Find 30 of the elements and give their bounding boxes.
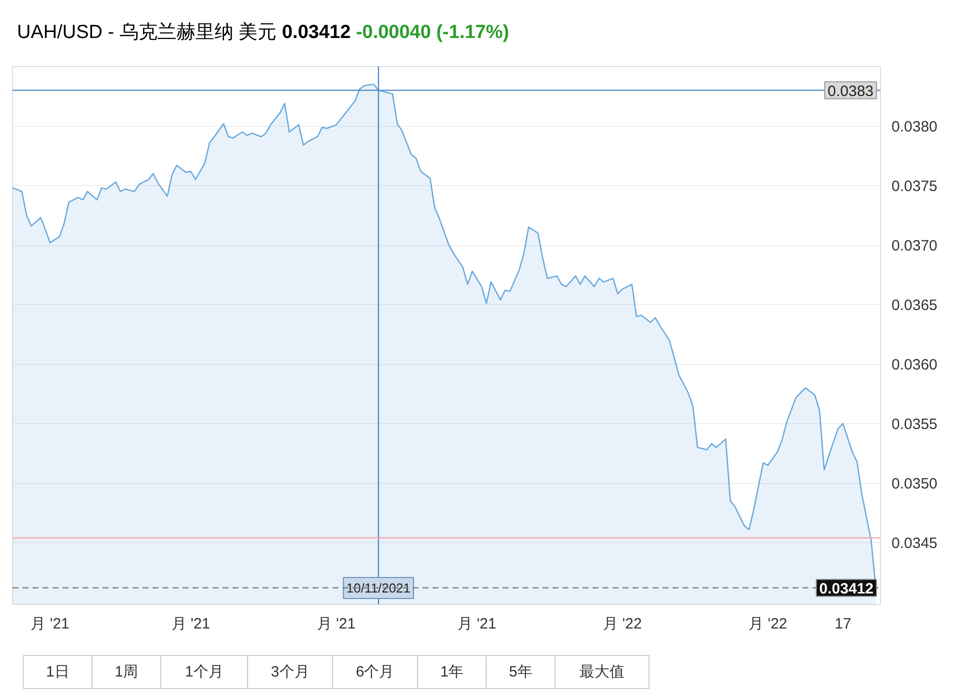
text: 5年 <box>508 664 532 680</box>
text: 6个月 <box>356 664 394 680</box>
text: -0.00040 <box>356 22 431 43</box>
text: 0.03412 <box>282 22 351 43</box>
y-tick-label: 0.0365 <box>892 297 938 314</box>
y-tick-label: 0.0380 <box>892 118 938 136</box>
y-tick-label: 0.0375 <box>892 178 938 196</box>
y-tick-label: 0.0360 <box>892 356 938 374</box>
text: 1年 <box>440 664 464 680</box>
x-tick-label: 月 '21 <box>30 616 70 632</box>
chart-title: UAH/USD - 乌克兰赫里纳 美元 <box>17 22 277 43</box>
ref-line-label: 0.03412 <box>819 580 874 598</box>
x-tick-label: 月 '21 <box>458 616 496 632</box>
text: (-1.17%) <box>436 22 510 43</box>
x-tick-label: 17 <box>834 616 852 632</box>
y-tick-label: 0.0355 <box>892 416 938 434</box>
text: 1周 <box>114 664 138 680</box>
ref-line-label: 10/11/2021 <box>346 580 411 596</box>
text: 3个月 <box>270 664 310 680</box>
y-tick-label: 0.0350 <box>892 476 938 493</box>
y-tick-label: 0.0370 <box>892 238 938 255</box>
x-tick-label: 月 '21 <box>171 616 210 632</box>
y-tick-label: 0.0345 <box>892 535 938 552</box>
ref-line-label: 0.0383 <box>828 82 874 100</box>
x-tick-label: 月 '22 <box>748 616 788 632</box>
text: 最大值 <box>580 664 625 680</box>
x-tick-label: 月 '21 <box>316 616 356 632</box>
x-tick-label: 月 '22 <box>603 616 642 632</box>
text: 1个月 <box>185 664 224 680</box>
text: 1日 <box>46 664 70 680</box>
